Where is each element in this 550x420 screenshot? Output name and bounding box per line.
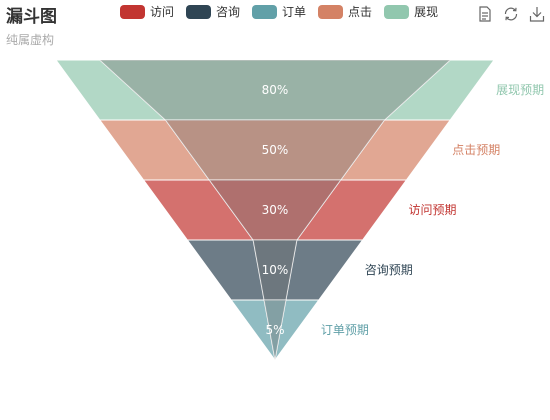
legend: 访问 咨询 订单 点击 展现 xyxy=(120,3,450,20)
actual-label-2: 30% xyxy=(262,203,289,217)
legend-label-click: 点击 xyxy=(348,5,373,19)
actual-segment-tint-2 xyxy=(209,180,341,240)
restore-icon[interactable] xyxy=(502,5,520,23)
save-image-icon[interactable] xyxy=(528,5,546,23)
actual-label-0: 80% xyxy=(262,83,289,97)
legend-label-show: 展现 xyxy=(414,5,439,19)
actual-label-3: 10% xyxy=(262,263,289,277)
legend-swatch-click xyxy=(318,4,344,19)
legend-label-consult: 咨询 xyxy=(216,5,241,19)
legend-item-consult[interactable]: 咨询 xyxy=(186,3,240,20)
actual-segment-tint-0 xyxy=(99,60,451,120)
legend-label-visit: 访问 xyxy=(150,5,175,19)
expected-label-2: 访问预期 xyxy=(409,203,457,217)
legend-label-order: 订单 xyxy=(282,5,307,19)
legend-item-show[interactable]: 展现 xyxy=(384,3,438,20)
toolbox xyxy=(468,5,546,23)
legend-swatch-visit xyxy=(120,4,145,19)
data-view-icon[interactable] xyxy=(476,5,494,23)
legend-swatch-show xyxy=(384,4,410,19)
chart-subtitle: 纯属虚构 xyxy=(6,33,55,47)
legend-item-click[interactable]: 点击 xyxy=(318,3,372,20)
actual-label-4: 5% xyxy=(265,323,284,337)
legend-swatch-consult xyxy=(186,4,212,19)
legend-item-visit[interactable]: 访问 xyxy=(120,3,174,20)
actual-segment-tint-3 xyxy=(253,240,297,300)
expected-label-1: 点击预期 xyxy=(452,143,500,157)
chart-title: 漏斗图 xyxy=(6,7,57,27)
expected-label-4: 订单预期 xyxy=(321,323,369,337)
legend-item-order[interactable]: 订单 xyxy=(252,3,306,20)
actual-label-1: 50% xyxy=(262,143,289,157)
expected-label-3: 咨询预期 xyxy=(365,262,413,277)
legend-swatch-order xyxy=(252,4,278,19)
actual-segment-tint-1 xyxy=(165,120,385,180)
expected-label-0: 展现预期 xyxy=(496,83,544,97)
actual-segment-tint-4 xyxy=(264,300,286,360)
